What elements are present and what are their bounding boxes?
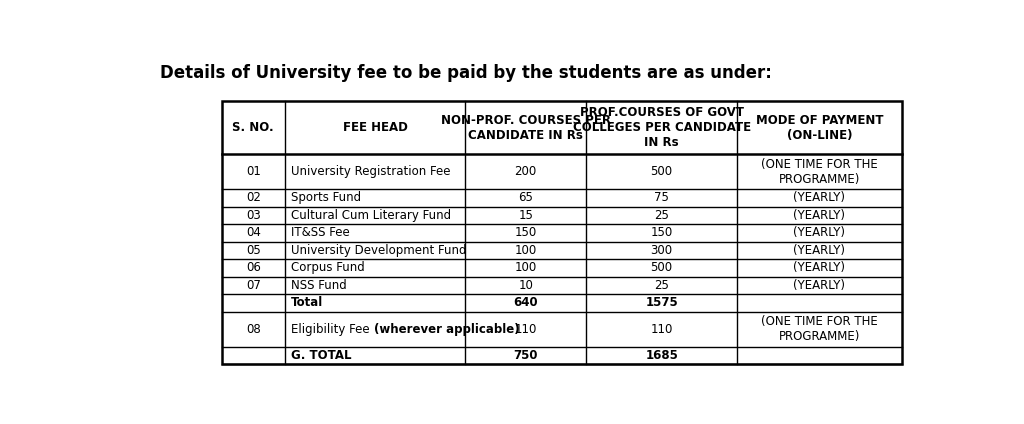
Text: 01: 01 <box>246 165 261 178</box>
Text: University Registration Fee: University Registration Fee <box>291 165 451 178</box>
Text: (wherever applicable): (wherever applicable) <box>374 323 519 336</box>
Text: (YEARLY): (YEARLY) <box>794 191 846 204</box>
Text: G. TOTAL: G. TOTAL <box>291 349 352 362</box>
Text: 07: 07 <box>246 279 261 292</box>
Text: (YEARLY): (YEARLY) <box>794 209 846 222</box>
Text: 02: 02 <box>246 191 261 204</box>
Text: 640: 640 <box>513 296 538 310</box>
Text: 750: 750 <box>513 349 538 362</box>
Text: 08: 08 <box>246 323 261 336</box>
Text: MODE OF PAYMENT
(ON-LINE): MODE OF PAYMENT (ON-LINE) <box>756 114 884 142</box>
Text: 05: 05 <box>246 244 261 257</box>
Text: 10: 10 <box>518 279 534 292</box>
Text: 100: 100 <box>514 262 537 274</box>
Text: (ONE TIME FOR THE
PROGRAMME): (ONE TIME FOR THE PROGRAMME) <box>761 315 878 343</box>
Text: 06: 06 <box>246 262 261 274</box>
Text: PROF.COURSES OF GOVT
COLLEGES PER CANDIDATE
IN Rs: PROF.COURSES OF GOVT COLLEGES PER CANDID… <box>572 106 751 149</box>
Text: IT&SS Fee: IT&SS Fee <box>291 226 350 240</box>
Text: 25: 25 <box>654 209 669 222</box>
Text: 25: 25 <box>654 279 669 292</box>
Text: (YEARLY): (YEARLY) <box>794 262 846 274</box>
Text: (YEARLY): (YEARLY) <box>794 244 846 257</box>
Text: 75: 75 <box>654 191 669 204</box>
Text: 03: 03 <box>246 209 261 222</box>
Text: NSS Fund: NSS Fund <box>291 279 347 292</box>
Text: 500: 500 <box>650 262 673 274</box>
Text: (YEARLY): (YEARLY) <box>794 226 846 240</box>
Text: University Development Fund: University Development Fund <box>291 244 467 257</box>
Text: Corpus Fund: Corpus Fund <box>291 262 365 274</box>
Text: Eligibility Fee: Eligibility Fee <box>291 323 374 336</box>
Text: (ONE TIME FOR THE
PROGRAMME): (ONE TIME FOR THE PROGRAMME) <box>761 158 878 186</box>
Text: 1575: 1575 <box>645 296 678 310</box>
Text: 65: 65 <box>518 191 534 204</box>
Bar <box>221 101 902 364</box>
Text: 110: 110 <box>514 323 537 336</box>
Text: 200: 200 <box>514 165 537 178</box>
Text: 15: 15 <box>518 209 534 222</box>
Text: Cultural Cum Literary Fund: Cultural Cum Literary Fund <box>291 209 452 222</box>
Text: (YEARLY): (YEARLY) <box>794 279 846 292</box>
Text: 100: 100 <box>514 244 537 257</box>
Text: 500: 500 <box>650 165 673 178</box>
Text: NON-PROF. COURSES PER
CANDIDATE IN Rs: NON-PROF. COURSES PER CANDIDATE IN Rs <box>440 114 610 142</box>
Text: FEE HEAD: FEE HEAD <box>343 121 408 134</box>
Text: 110: 110 <box>650 323 673 336</box>
Text: 150: 150 <box>514 226 537 240</box>
Text: 150: 150 <box>650 226 673 240</box>
Text: 300: 300 <box>650 244 673 257</box>
Text: Details of University fee to be paid by the students are as under:: Details of University fee to be paid by … <box>160 64 772 82</box>
Text: 1685: 1685 <box>645 349 678 362</box>
Text: Sports Fund: Sports Fund <box>291 191 361 204</box>
Text: S. NO.: S. NO. <box>232 121 274 134</box>
Text: 04: 04 <box>246 226 261 240</box>
Text: Total: Total <box>291 296 324 310</box>
